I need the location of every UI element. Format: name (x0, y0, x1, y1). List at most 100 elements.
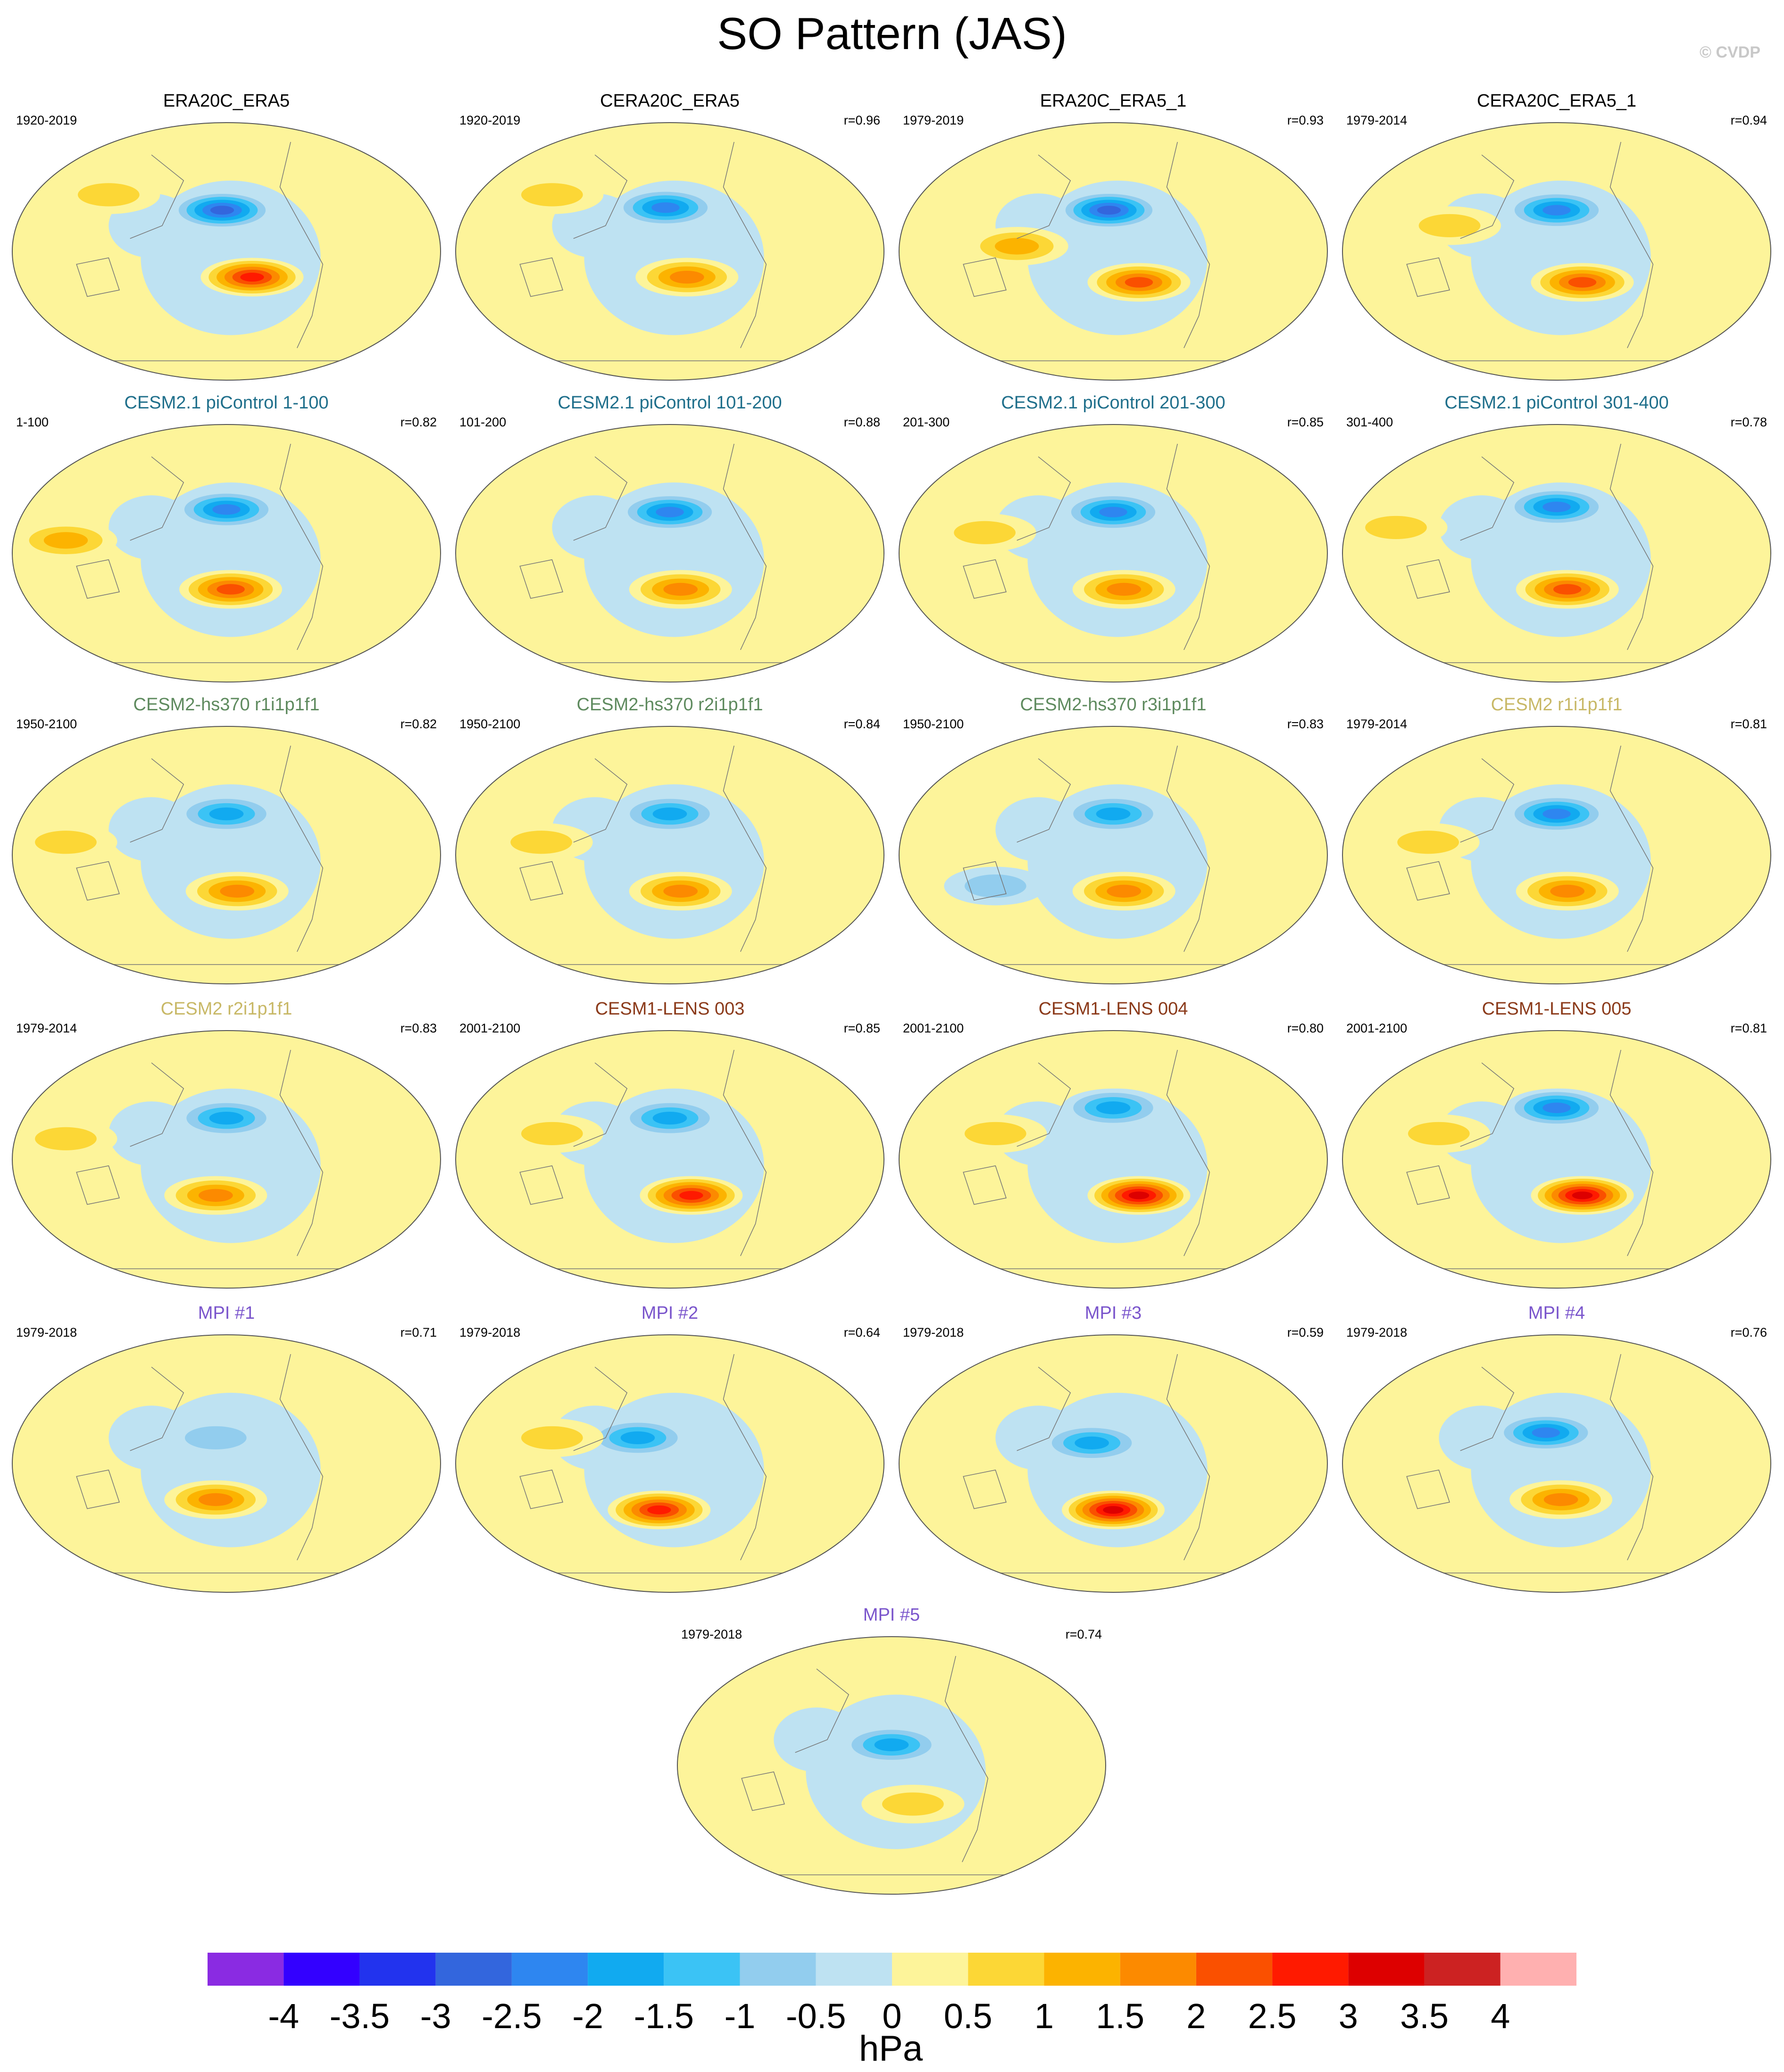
map-plot (1342, 1030, 1771, 1289)
panel-period: 1979-2018 (1346, 1325, 1408, 1340)
low-pressure-contour (209, 807, 244, 821)
high-pressure-contour (198, 1493, 233, 1506)
panel-period: 1979-2019 (903, 113, 964, 127)
colorbar-tick-label: -3.5 (330, 1997, 390, 2036)
map-panel: CESM2.1 piControl 201-300 201-300 r=0.85 (896, 391, 1330, 684)
panel-correlation: r=0.80 (1287, 1021, 1324, 1035)
high-pressure-contour (1408, 1122, 1470, 1145)
panel-correlation: r=0.94 (1730, 113, 1767, 127)
negative-region (1439, 495, 1525, 560)
coastline (33, 1049, 419, 1269)
panel-correlation: r=0.88 (843, 415, 880, 429)
colorbar-bin (588, 1953, 664, 1986)
high-pressure-contour (995, 238, 1039, 255)
coastline (477, 1049, 863, 1269)
panel-correlation: r=0.76 (1730, 1325, 1767, 1340)
colorbar-bin (359, 1953, 436, 1986)
map-panel: ERA20C_ERA5 1920-2019 (9, 90, 443, 382)
high-pressure-contour (77, 183, 140, 207)
panel-title: CESM2.1 piControl 101-200 (558, 393, 782, 413)
map-border (899, 1030, 1328, 1289)
map-plot (455, 1030, 884, 1289)
high-pressure-contour (1572, 1191, 1593, 1199)
map-panel: CESM1-LENS 005 2001-2100 r=0.81 (1340, 998, 1774, 1290)
panel-period: 1979-2014 (1346, 113, 1408, 127)
colorbar-bin (511, 1953, 588, 1986)
coastline (1364, 1354, 1750, 1573)
map-border (12, 424, 441, 682)
colorbar-tick-label: 3 (1339, 1997, 1358, 2036)
colorbar-tick-label: 1.5 (1096, 1997, 1144, 2036)
panel-title: CESM1-LENS 004 (1038, 999, 1188, 1019)
map-plot (1342, 424, 1771, 682)
panel-correlation: r=0.96 (843, 113, 880, 127)
map-border (677, 1636, 1106, 1895)
map-plot (899, 424, 1328, 682)
negative-region (552, 495, 638, 560)
panel-title: CESM2-hs370 r1i1p1f1 (133, 695, 320, 715)
panel-title: MPI #5 (863, 1605, 920, 1625)
colorbar-bin (968, 1953, 1044, 1986)
panel-period: 1979-2018 (903, 1325, 964, 1340)
high-pressure-contour (882, 1792, 944, 1816)
high-pressure-contour (647, 1505, 671, 1514)
coastline (920, 745, 1306, 965)
colorbar-tick-label: 0.5 (944, 1997, 992, 2036)
panel-title: CERA20C_ERA5 (600, 91, 740, 111)
map-plot (12, 1334, 441, 1593)
coastline (477, 141, 863, 361)
high-pressure-contour (1553, 584, 1582, 595)
negative-region (995, 797, 1081, 862)
panel-correlation: r=0.78 (1730, 415, 1767, 429)
colorbar-bin (1272, 1953, 1349, 1986)
low-pressure-contour (1096, 1101, 1131, 1115)
map-plot (12, 424, 441, 682)
map-border (12, 726, 441, 984)
map-panel: ERA20C_ERA5_1 1979-2019 r=0.93 (896, 90, 1330, 382)
high-pressure-contour (198, 1189, 233, 1202)
coastline (33, 745, 419, 965)
colorbar-bin (1500, 1953, 1576, 1986)
map-panel: MPI #2 1979-2018 r=0.64 (453, 1302, 887, 1594)
colorbar-tick-label: -3 (420, 1997, 451, 2036)
map-plot (899, 1030, 1328, 1289)
panel-period: 1950-2100 (459, 717, 521, 731)
panel-title: CESM1-LENS 003 (595, 999, 745, 1019)
panel-correlation: r=0.64 (843, 1325, 880, 1340)
colorbar-tick-label: -2.5 (482, 1997, 542, 2036)
map-border (455, 726, 884, 984)
low-pressure-contour (656, 507, 684, 517)
panel-title: CESM2-hs370 r3i1p1f1 (1020, 695, 1207, 715)
map-panel: MPI #5 1979-2018 r=0.74 (675, 1604, 1109, 1896)
panel-period: 301-400 (1346, 415, 1393, 429)
map-panel: MPI #3 1979-2018 r=0.59 (896, 1302, 1330, 1594)
panel-correlation: r=0.83 (400, 1021, 437, 1035)
panel-period: 1979-2018 (459, 1325, 521, 1340)
panel-period: 1920-2019 (459, 113, 521, 127)
map-border (455, 424, 884, 682)
map-panel: CESM2 r2i1p1f1 1979-2014 r=0.83 (9, 998, 443, 1290)
colorbar-tick-label: 1 (1034, 1997, 1054, 2036)
high-pressure-contour (663, 582, 698, 596)
coastline (1364, 745, 1750, 965)
coastline (1364, 443, 1750, 663)
low-pressure-contour (209, 1111, 244, 1125)
low-pressure-contour (210, 206, 234, 215)
map-panel: MPI #4 1979-2018 r=0.76 (1340, 1302, 1774, 1594)
coastline (920, 443, 1306, 663)
panel-title: MPI #1 (198, 1303, 255, 1323)
panel-period: 1920-2019 (16, 113, 77, 127)
panel-period: 1950-2100 (16, 717, 77, 731)
panel-title: ERA20C_ERA5_1 (1040, 91, 1187, 111)
colorbar-tick-label: -4 (268, 1997, 299, 2036)
map-plot (12, 726, 441, 984)
map-panel: CESM1-LENS 003 2001-2100 r=0.85 (453, 998, 887, 1290)
colorbar-bin (816, 1953, 892, 1986)
high-pressure-contour (1128, 1191, 1150, 1199)
colorbar-bin (435, 1953, 512, 1986)
coastline (477, 745, 863, 965)
map-panel: CESM2 r1i1p1f1 1979-2014 r=0.81 (1340, 693, 1774, 986)
panel-correlation: r=0.74 (1065, 1627, 1102, 1641)
high-pressure-contour (43, 532, 88, 549)
negative-region (108, 1101, 194, 1166)
